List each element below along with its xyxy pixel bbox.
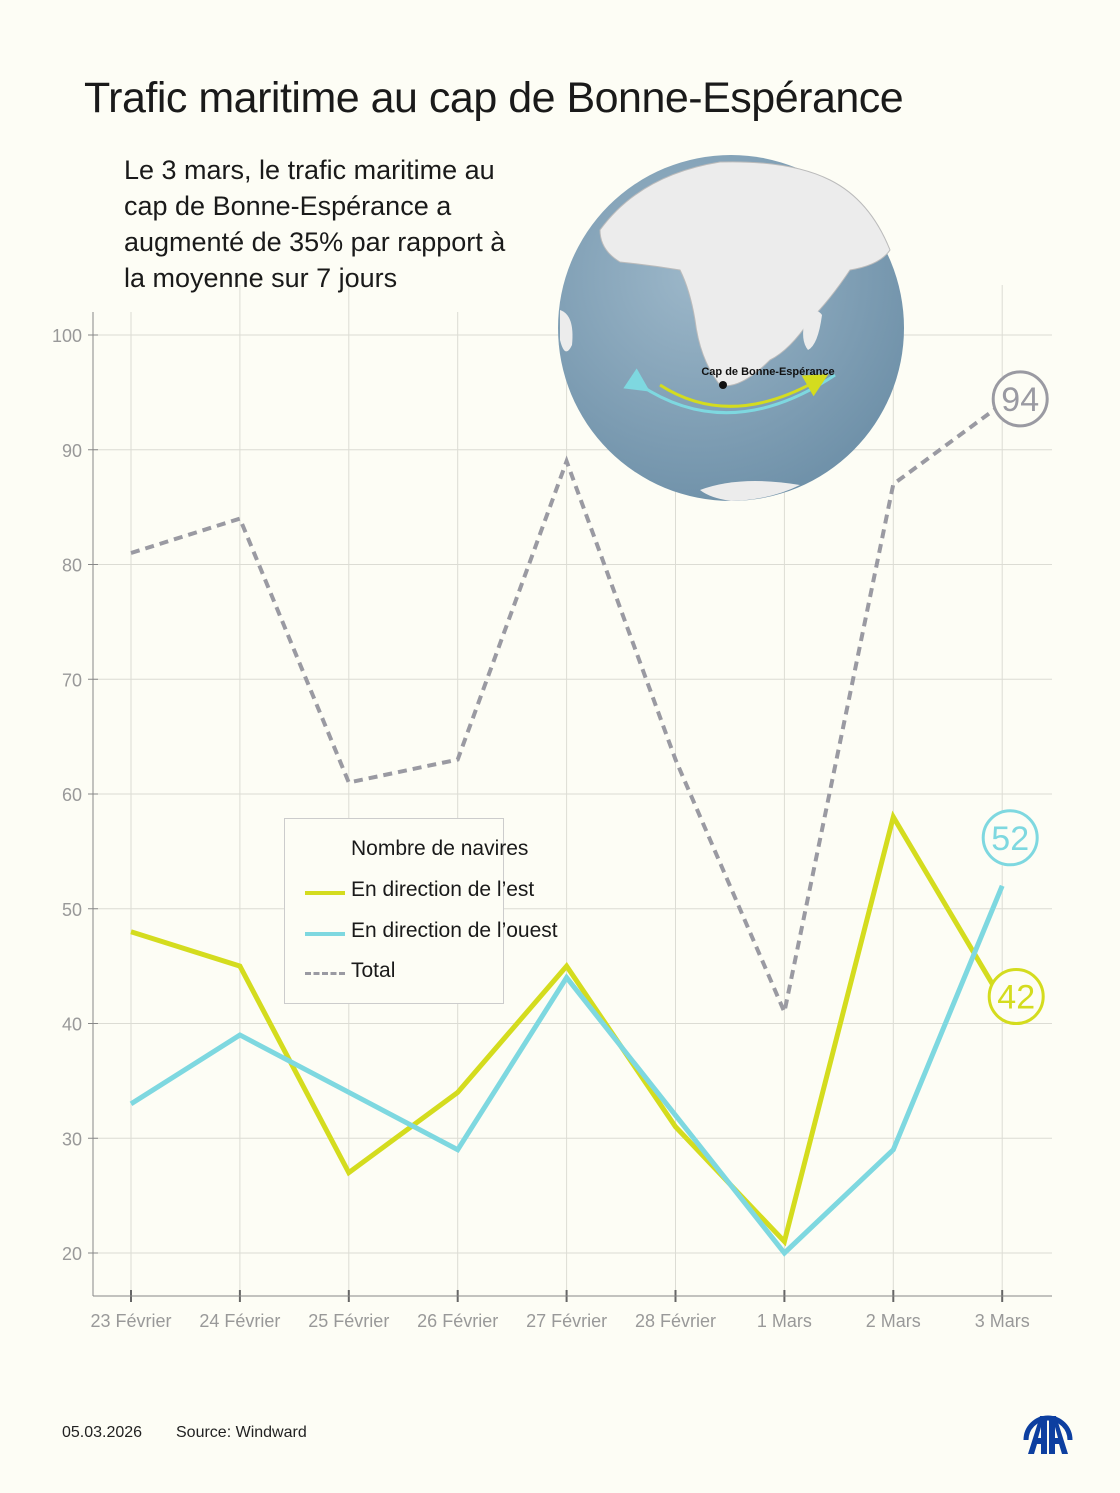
globe-illustration: Cap de Bonne-Espérance: [558, 155, 904, 501]
x-tick-label: 2 Mars: [866, 1311, 921, 1331]
globe-label: Cap de Bonne-Espérance: [701, 366, 834, 378]
legend-label-east: En direction de l’est: [351, 878, 535, 901]
footer-source: Source: Windward: [176, 1424, 307, 1441]
end-label: 94: [1001, 381, 1039, 419]
legend: Nombre de navires En direction de l’est …: [284, 818, 558, 1004]
chart-title: Trafic maritime au cap de Bonne-Espéranc…: [84, 74, 904, 122]
y-tick-label: 40: [62, 1015, 82, 1035]
y-tick-label: 20: [62, 1244, 82, 1264]
y-tick-label: 70: [62, 670, 82, 690]
footer-date: 05.03.2026: [62, 1424, 143, 1441]
end-label-circle: [991, 370, 1049, 428]
chart-subtitle: Le 3 mars, le trafic maritime au cap de …: [124, 155, 506, 293]
aa-logo: [1023, 1415, 1073, 1454]
x-tick-label: 25 Février: [308, 1311, 389, 1331]
legend-label-west: En direction de l’ouest: [351, 919, 558, 942]
x-tick-label: 24 Février: [199, 1311, 280, 1331]
legend-label-total: Total: [351, 959, 396, 982]
end-label-circle: [981, 809, 1039, 867]
x-tick-label: 27 Février: [526, 1311, 607, 1331]
x-tick-label: 3 Mars: [975, 1311, 1030, 1331]
y-tick-label: 100: [52, 326, 82, 346]
end-label-circle: [987, 968, 1045, 1026]
y-tick-label: 80: [62, 556, 82, 576]
y-tick-label: 50: [62, 900, 82, 920]
x-tick-label: 26 Février: [417, 1311, 498, 1331]
end-label: 52: [991, 820, 1029, 858]
legend-swatch-east: [305, 891, 345, 895]
legend-swatch-total: [305, 972, 345, 975]
legend-title: Nombre de navires: [351, 837, 529, 860]
x-tick-label: 1 Mars: [757, 1311, 812, 1331]
y-tick-label: 90: [62, 441, 82, 461]
legend-swatch-west: [305, 932, 345, 936]
x-tick-label: 23 Février: [90, 1311, 171, 1331]
y-tick-label: 60: [62, 785, 82, 805]
x-tick-label: 28 Février: [635, 1311, 716, 1331]
end-label: 42: [997, 979, 1035, 1017]
y-tick-label: 30: [62, 1129, 82, 1149]
